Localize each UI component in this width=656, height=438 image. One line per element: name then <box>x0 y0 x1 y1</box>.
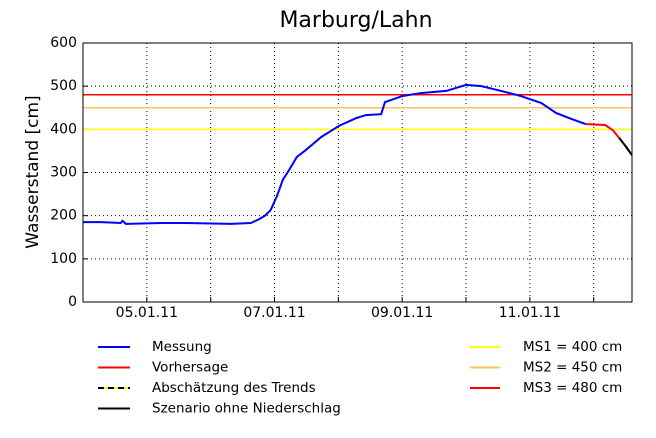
x-tick-label: 07.01.11 <box>243 305 305 321</box>
y-tick-label: 300 <box>50 165 77 181</box>
legend-label: Abschätzung des Trends <box>152 380 316 396</box>
y-tick-label: 100 <box>50 251 77 267</box>
y-tick-label: 0 <box>68 294 77 310</box>
legend-label: MS3 = 480 cm <box>523 380 622 396</box>
series-line <box>83 83 587 225</box>
x-tick-label: 11.01.11 <box>499 305 561 321</box>
y-tick-label: 200 <box>50 208 77 224</box>
legend-label: MS1 = 400 cm <box>523 339 622 355</box>
y-tick-label: 500 <box>50 78 77 94</box>
legend-label: Vorhersage <box>152 360 228 376</box>
x-tick-label: 05.01.11 <box>116 305 178 321</box>
y-tick-label: 600 <box>50 35 77 51</box>
y-tick-label: 400 <box>50 121 77 137</box>
chart-title: Marburg/Lahn <box>279 8 432 33</box>
x-tick-label: 09.01.11 <box>371 305 433 321</box>
legend-label: Szenario ohne Niederschlag <box>152 401 341 417</box>
y-axis-label: Wasserstand [cm] <box>23 95 43 248</box>
series-line <box>585 123 621 139</box>
series-line <box>618 137 632 156</box>
legend-label: Messung <box>152 339 212 355</box>
plot-frame <box>82 42 633 303</box>
legend-label: MS2 = 450 cm <box>523 360 622 376</box>
